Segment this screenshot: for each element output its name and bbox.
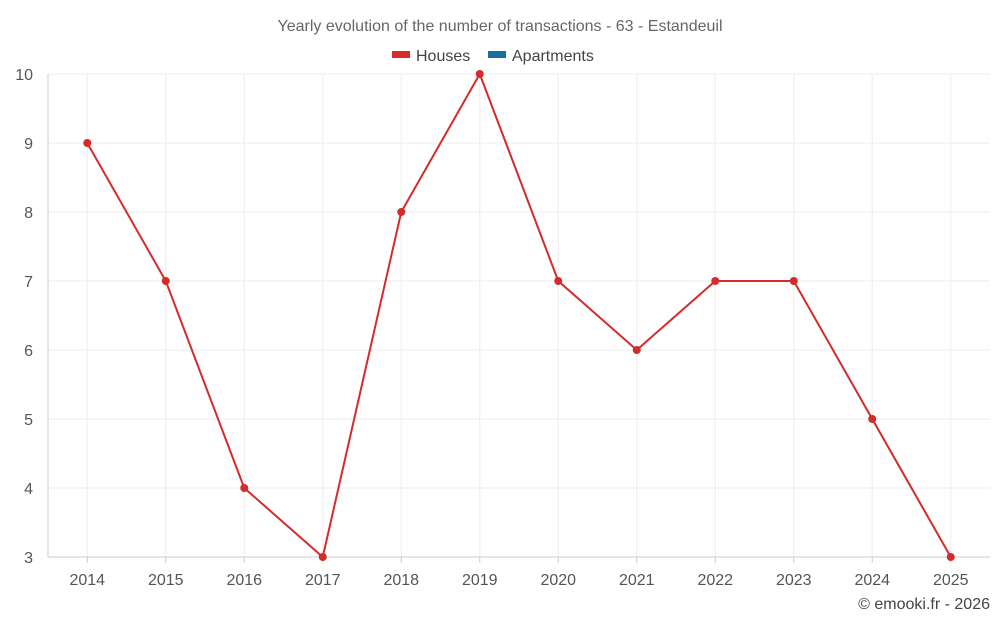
houses-point-2014[interactable]	[83, 139, 92, 147]
houses-point-2025[interactable]	[946, 553, 955, 561]
x-tick-label: 2021	[619, 572, 655, 589]
x-tick-label: 2019	[462, 572, 498, 589]
y-tick-label: 8	[24, 205, 33, 222]
y-tick-label: 3	[24, 550, 33, 567]
x-tick-label: 2015	[148, 572, 184, 589]
houses-point-2016[interactable]	[240, 484, 249, 492]
y-tick-label: 10	[15, 67, 33, 84]
x-tick-label: 2016	[226, 572, 262, 589]
x-tick-label: 2023	[776, 572, 812, 589]
x-tick-label: 2022	[697, 572, 733, 589]
houses-point-2023[interactable]	[789, 277, 798, 285]
x-tick-label: 2018	[383, 572, 419, 589]
x-tick-label: 2017	[305, 572, 341, 589]
legend-label-houses[interactable]: Houses	[416, 48, 470, 65]
credit: © emooki.fr - 2026	[858, 596, 990, 613]
axes	[47, 74, 990, 558]
chart-title: Yearly evolution of the number of transa…	[278, 18, 723, 35]
y-axis-ticks: 3 4 5 6 7 8 9 10	[15, 67, 33, 567]
houses-point-2017[interactable]	[318, 553, 327, 561]
y-tick-label: 5	[24, 412, 33, 429]
houses-point-2018[interactable]	[397, 208, 406, 216]
x-tick-label: 2020	[540, 572, 576, 589]
houses-point-2024[interactable]	[868, 415, 877, 423]
houses-point-2019[interactable]	[475, 70, 484, 78]
houses-point-2022[interactable]	[711, 277, 720, 285]
houses-point-2021[interactable]	[632, 346, 641, 354]
x-axis-ticks: 2014 2015 2016 2017 2018 2019 2020 2021 2022 2023…	[69, 557, 969, 589]
y-tick-label: 9	[24, 136, 33, 153]
series-houses	[83, 70, 955, 561]
y-tick-label: 4	[24, 481, 33, 498]
houses-line	[86, 73, 952, 558]
legend: Houses Apartments	[392, 48, 594, 65]
y-tick-label: 6	[24, 343, 33, 360]
houses-point-2020[interactable]	[554, 277, 563, 285]
y-tick-label: 7	[24, 274, 33, 291]
x-tick-label: 2014	[69, 572, 105, 589]
legend-label-apartments[interactable]: Apartments	[512, 48, 594, 65]
x-tick-label: 2024	[854, 572, 890, 589]
x-tick-label: 2025	[933, 572, 969, 589]
legend-swatch-houses[interactable]	[392, 51, 410, 58]
grid	[48, 73, 990, 557]
legend-swatch-apartments[interactable]	[488, 51, 506, 58]
houses-point-2015[interactable]	[161, 277, 170, 285]
